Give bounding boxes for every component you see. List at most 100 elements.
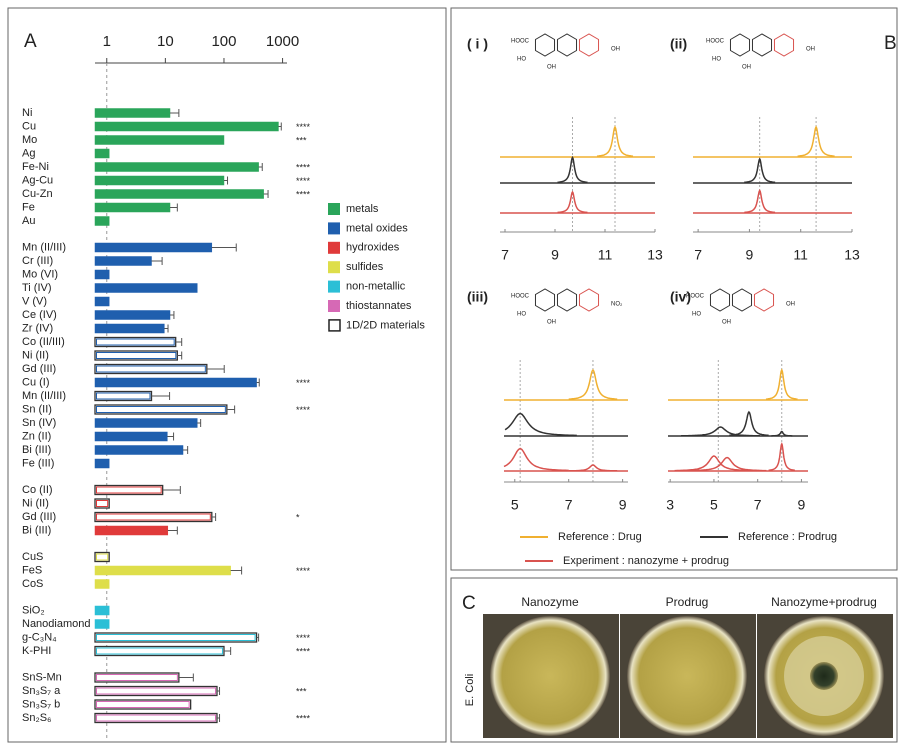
bar xyxy=(95,620,109,629)
error-bar xyxy=(170,109,179,117)
category-label: Sn (II) xyxy=(22,403,52,415)
error-bar xyxy=(259,163,263,171)
category-label: Ni (II) xyxy=(22,497,49,509)
bar xyxy=(95,257,152,266)
bar xyxy=(95,149,109,158)
error-bar xyxy=(257,379,260,387)
significance-label: *** xyxy=(296,135,307,145)
bar xyxy=(95,566,231,575)
x-tick-label: 7 xyxy=(694,247,702,263)
category-label: Cu-Zn xyxy=(22,188,53,200)
category-label: Mn (II/III) xyxy=(22,241,66,253)
panel-b: ( i )HOOCHOOHOH791113(ii)HOOCHOOHOH79111… xyxy=(467,34,860,567)
error-bar xyxy=(167,433,173,441)
error-bar xyxy=(183,446,188,454)
x-tick-label: 9 xyxy=(746,247,754,263)
category-label: Sn₃S₇ a xyxy=(22,685,61,697)
x-tick-label: 1 xyxy=(103,33,111,50)
x-tick-label: 7 xyxy=(501,247,509,263)
error-bar xyxy=(264,190,268,198)
bar xyxy=(95,109,170,118)
error-bar xyxy=(227,406,235,414)
category-label: Fe (III) xyxy=(22,457,54,469)
molecule-ring xyxy=(535,289,554,311)
category-label: Co (II/III) xyxy=(22,336,65,348)
dark-spot xyxy=(810,662,838,690)
spectrum-peak xyxy=(729,412,768,435)
category-label: CoS xyxy=(22,578,43,590)
category-label: Ce (IV) xyxy=(22,309,57,321)
category-label: Mo (VI) xyxy=(22,268,58,280)
x-tick-label: 9 xyxy=(551,247,559,263)
bar xyxy=(95,243,212,252)
x-tick-label: 9 xyxy=(619,497,627,513)
column-title: Nanozyme+prodrug xyxy=(771,595,877,609)
category-label: Mn (II/III) xyxy=(22,390,66,402)
x-tick-label: 13 xyxy=(844,247,860,263)
molecule-ring xyxy=(557,34,576,56)
category-label: Cu xyxy=(22,120,36,132)
bar xyxy=(95,311,170,320)
subplot-label: (ii) xyxy=(670,36,687,52)
bar xyxy=(95,217,109,226)
category-label: V (V) xyxy=(22,295,47,307)
legend-label: Experiment : nanozyme + prodrug xyxy=(563,555,729,567)
molecule-label: OH xyxy=(742,65,751,71)
molecule-label: OH xyxy=(722,320,731,326)
bar xyxy=(95,446,183,455)
spectrum-peak xyxy=(504,449,569,471)
category-label: SnS-Mn xyxy=(22,671,62,683)
column-title: Nanozyme xyxy=(521,595,579,609)
legend-label: Reference : Prodrug xyxy=(738,531,837,543)
category-label: Zr (IV) xyxy=(22,322,53,334)
legend-label: sulfides xyxy=(346,261,384,273)
molecule-ring xyxy=(732,289,751,311)
error-bar xyxy=(197,419,200,427)
molecule-ring xyxy=(535,34,554,56)
row-label: E. Coli xyxy=(464,674,476,706)
x-tick-label: 10 xyxy=(157,33,174,50)
molecule-ring xyxy=(579,34,598,56)
molecule-label: HO xyxy=(517,312,526,318)
molecule-ring xyxy=(579,289,598,311)
molecule-label: OH xyxy=(611,47,620,53)
category-label: Fe-Ni xyxy=(22,161,49,173)
molecule-ring xyxy=(557,289,576,311)
error-bar xyxy=(231,567,242,575)
molecule-ring xyxy=(730,34,749,56)
error-bar xyxy=(152,257,163,265)
legend-swatch xyxy=(328,300,340,312)
panel-label: A xyxy=(24,31,37,52)
category-label: Gd (III) xyxy=(22,363,56,375)
category-label: Bi (III) xyxy=(22,444,51,456)
x-tick-label: 11 xyxy=(598,247,613,263)
category-label: CuS xyxy=(22,551,43,563)
category-label: g-C₃N₄ xyxy=(22,631,57,643)
bar xyxy=(95,136,224,145)
category-label: Mo xyxy=(22,134,37,146)
significance-label: **** xyxy=(296,162,311,172)
error-bar xyxy=(152,392,170,400)
page: {"chart_data":[ {"type":"bar","orientati… xyxy=(0,0,902,747)
category-label: Cr (III) xyxy=(22,255,53,267)
legend-label: thiostannates xyxy=(346,300,412,312)
error-bar xyxy=(170,204,177,212)
panel-label: C xyxy=(462,593,476,614)
category-label: Ag-Cu xyxy=(22,174,53,186)
category-label: Ti (IV) xyxy=(22,282,52,294)
bar xyxy=(95,122,278,131)
significance-label: **** xyxy=(296,566,311,576)
legend-label: non-metallic xyxy=(346,281,406,293)
category-label: FeS xyxy=(22,564,42,576)
legend-swatch xyxy=(329,320,340,331)
legend-swatch xyxy=(328,261,340,273)
legend-label: metal oxides xyxy=(346,222,408,234)
error-bar xyxy=(163,486,181,494)
category-label: Ni (II) xyxy=(22,349,49,361)
bar xyxy=(95,270,109,279)
significance-label: **** xyxy=(296,405,311,415)
legend-swatch xyxy=(328,203,340,215)
bar xyxy=(95,580,109,589)
molecule-label: HOOC xyxy=(706,39,725,45)
